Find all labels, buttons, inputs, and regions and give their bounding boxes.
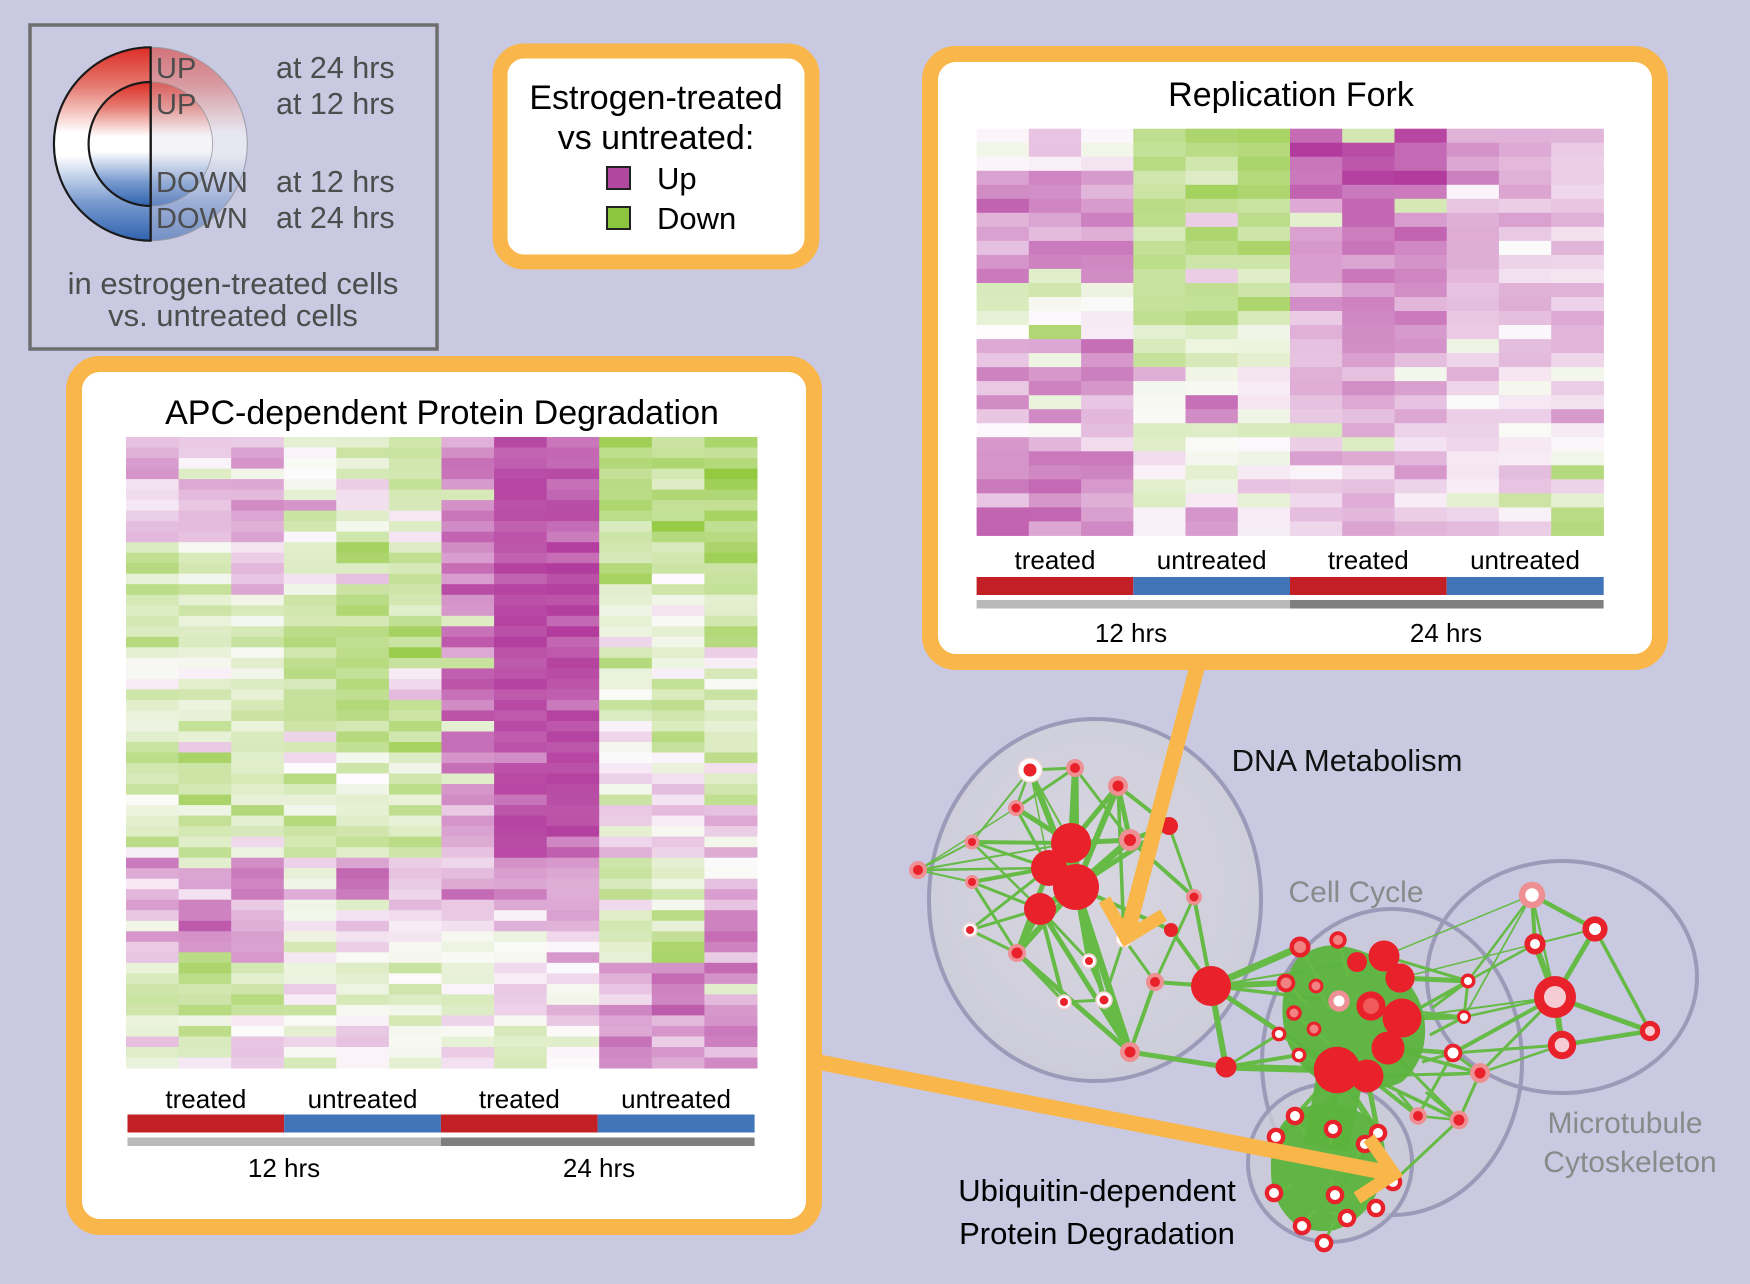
svg-text:at 12 hrs: at 12 hrs (276, 87, 395, 121)
svg-text:Cytoskeleton: Cytoskeleton (1543, 1146, 1716, 1179)
svg-text:24 hrs: 24 hrs (1410, 618, 1482, 648)
svg-text:vs. untreated cells: vs. untreated cells (108, 298, 358, 333)
svg-text:treated: treated (479, 1084, 560, 1114)
svg-text:Down: Down (657, 201, 736, 236)
svg-text:Up: Up (657, 161, 697, 196)
svg-text:untreated: untreated (308, 1084, 418, 1114)
svg-text:at 24 hrs: at 24 hrs (276, 51, 395, 85)
svg-text:treated: treated (1328, 545, 1409, 575)
svg-text:24 hrs: 24 hrs (563, 1153, 635, 1183)
svg-text:DNA Metabolism: DNA Metabolism (1232, 743, 1463, 778)
svg-text:treated: treated (1015, 545, 1096, 575)
svg-text:UP: UP (156, 53, 196, 85)
svg-text:Replication Fork: Replication Fork (1168, 76, 1415, 114)
svg-text:Protein Degradation: Protein Degradation (959, 1216, 1235, 1251)
svg-text:12 hrs: 12 hrs (248, 1153, 320, 1183)
svg-text:untreated: untreated (1157, 545, 1267, 575)
svg-text:Microtubule: Microtubule (1547, 1107, 1702, 1140)
svg-text:vs untreated:: vs untreated: (558, 119, 755, 157)
svg-text:at 12 hrs: at 12 hrs (276, 165, 395, 199)
svg-text:in estrogen-treated cells: in estrogen-treated cells (68, 266, 399, 301)
svg-text:Ubiquitin-dependent: Ubiquitin-dependent (958, 1173, 1236, 1208)
svg-text:APC-dependent Protein Degradat: APC-dependent Protein Degradation (165, 394, 719, 432)
svg-text:untreated: untreated (1470, 545, 1580, 575)
svg-text:DOWN: DOWN (156, 203, 248, 235)
svg-text:treated: treated (165, 1084, 246, 1114)
svg-text:DOWN: DOWN (156, 167, 248, 199)
svg-text:untreated: untreated (621, 1084, 731, 1114)
svg-text:at 24 hrs: at 24 hrs (276, 201, 395, 235)
svg-text:Estrogen-treated: Estrogen-treated (529, 79, 782, 117)
svg-text:Cell Cycle: Cell Cycle (1288, 876, 1423, 909)
svg-text:UP: UP (156, 89, 196, 121)
svg-text:12 hrs: 12 hrs (1095, 618, 1167, 648)
